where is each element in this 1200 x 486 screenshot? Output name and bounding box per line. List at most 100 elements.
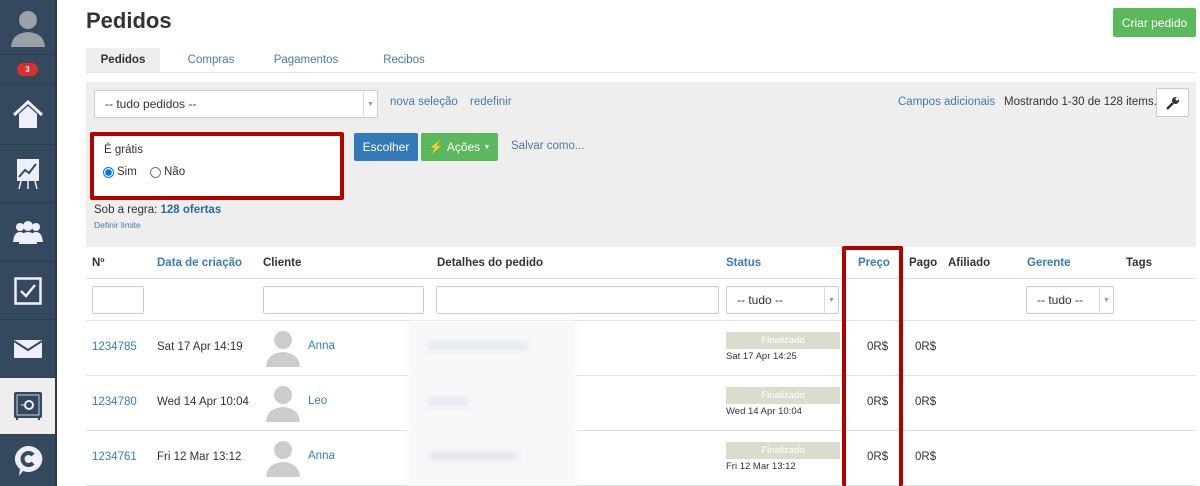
- chevron-down-icon: ▼: [824, 287, 838, 313]
- paid-value: 0R$: [915, 341, 937, 353]
- status-filter-value: -- tudo --: [737, 293, 784, 307]
- actions-label: Ações: [446, 140, 481, 154]
- page-title: Pedidos: [86, 8, 172, 33]
- choose-button[interactable]: Escolher: [354, 133, 418, 161]
- client-avatar-icon: [266, 386, 300, 422]
- divider: [86, 320, 1196, 321]
- sidebar-item-reports[interactable]: [0, 145, 55, 203]
- rule-text: Sob a regra: 128 ofertas: [94, 204, 221, 216]
- new-selection-link[interactable]: nova seleção: [390, 96, 458, 108]
- status-badge: Finalizado: [726, 332, 840, 349]
- col-affiliate: Afiliado: [948, 257, 991, 269]
- checkbox-icon: [13, 276, 42, 305]
- tabs: Pedidos Compras Pagamentos Recibos: [86, 48, 1196, 73]
- option-yes-label: Sim: [117, 166, 137, 178]
- settings-button[interactable]: [1156, 88, 1189, 117]
- order-id-link[interactable]: 1234780: [92, 396, 137, 408]
- client-avatar-icon: [266, 331, 300, 367]
- users-icon: [12, 221, 43, 244]
- chat-icon: [14, 445, 42, 476]
- divider: [86, 375, 1196, 376]
- highlight-box: [90, 132, 344, 200]
- notifications[interactable]: 3: [0, 55, 55, 85]
- showing-count: Mostrando 1-30 de 128 items.: [1004, 96, 1157, 108]
- mail-icon: [13, 339, 42, 358]
- create-order-button[interactable]: Criar pedido: [1113, 8, 1196, 37]
- blurred-order-details: [408, 322, 576, 486]
- status-filter-dropdown[interactable]: -- tudo -- ▼: [726, 286, 839, 314]
- status-badge: Finalizado: [726, 442, 840, 459]
- number-filter-input[interactable]: [92, 286, 144, 314]
- col-manager[interactable]: Gerente: [1027, 257, 1071, 269]
- col-paid: Pago: [909, 257, 938, 269]
- actions-button[interactable]: ⚡ Ações ▼: [421, 133, 498, 161]
- sidebar-item-mail[interactable]: [0, 320, 55, 378]
- price-highlight-box: [842, 246, 903, 486]
- tab-compras[interactable]: Compras: [187, 54, 235, 66]
- tab-pedidos[interactable]: Pedidos: [86, 48, 160, 72]
- paid-value: 0R$: [915, 451, 937, 463]
- col-client: Cliente: [263, 257, 302, 269]
- selection-dropdown[interactable]: -- tudo pedidos -- ▼: [94, 90, 378, 118]
- status-date: Sat 17 Apr 14:25: [726, 351, 797, 362]
- col-created[interactable]: Data de criação: [157, 257, 243, 269]
- option-yes[interactable]: Sim: [103, 166, 137, 178]
- sidebar-item-home[interactable]: [0, 85, 55, 145]
- manager-filter-dropdown[interactable]: -- tudo -- ▼: [1026, 286, 1114, 314]
- tab-recibos[interactable]: Recibos: [383, 54, 425, 66]
- rule-offers-link[interactable]: 128 ofertas: [160, 204, 222, 216]
- rule-label: Sob a regra:: [94, 204, 158, 216]
- manager-filter-value: -- tudo --: [1037, 293, 1084, 307]
- chart-icon: [16, 158, 39, 189]
- client-link[interactable]: Anna: [308, 450, 335, 462]
- status-date: Wed 14 Apr 10:04: [726, 406, 802, 417]
- selection-value: -- tudo pedidos --: [105, 97, 197, 111]
- sidebar-item-tasks[interactable]: [0, 262, 55, 320]
- save-as-link[interactable]: Salvar como...: [511, 140, 585, 152]
- details-filter-input[interactable]: [436, 286, 719, 314]
- set-limit-link[interactable]: Definir limite: [94, 220, 141, 230]
- safe-icon: [13, 392, 42, 420]
- option-no[interactable]: Não: [150, 166, 185, 178]
- reset-link[interactable]: redefinir: [470, 96, 512, 108]
- notification-badge: 3: [17, 63, 38, 76]
- client-filter-input[interactable]: [263, 286, 424, 314]
- free-condition-box: É grátis Sim Não: [94, 135, 340, 198]
- home-icon: [12, 99, 43, 128]
- paid-value: 0R$: [915, 396, 937, 408]
- divider: [86, 430, 1196, 431]
- client-link[interactable]: Leo: [308, 395, 328, 407]
- user-avatar[interactable]: [0, 0, 55, 55]
- col-price[interactable]: Preço: [858, 257, 890, 269]
- col-details: Detalhes do pedido: [437, 257, 544, 269]
- created-date: Wed 14 Apr 10:04: [157, 396, 249, 408]
- col-status[interactable]: Status: [726, 257, 762, 269]
- user-icon: [10, 11, 45, 47]
- status-badge: Finalizado: [726, 387, 840, 404]
- sidebar: 3: [0, 0, 57, 486]
- sidebar-item-contacts[interactable]: [0, 203, 55, 262]
- radio-no[interactable]: [150, 166, 161, 178]
- filter-panel: -- tudo pedidos -- ▼ nova seleção redefin…: [86, 82, 1196, 247]
- sidebar-item-chat[interactable]: [0, 435, 55, 486]
- wrench-icon: [1165, 96, 1179, 110]
- caret-down-icon: ▼: [483, 143, 491, 151]
- condition-label: É grátis: [104, 144, 143, 156]
- col-tags: Tags: [1126, 257, 1152, 269]
- extra-fields-link[interactable]: Campos adicionais: [898, 96, 996, 108]
- option-no-label: Não: [164, 166, 186, 178]
- price-value: 0R$: [867, 341, 889, 353]
- status-date: Fri 12 Mar 13:12: [726, 461, 796, 472]
- col-number: Nº: [92, 257, 105, 269]
- bolt-icon: ⚡: [428, 140, 444, 154]
- client-avatar-icon: [266, 441, 300, 477]
- order-id-link[interactable]: 1234785: [92, 341, 137, 353]
- sidebar-item-safe[interactable]: [0, 378, 55, 435]
- radio-yes[interactable]: [103, 166, 114, 178]
- client-link[interactable]: Anna: [308, 340, 335, 352]
- price-value: 0R$: [867, 451, 889, 463]
- tab-pagamentos[interactable]: Pagamentos: [273, 54, 339, 66]
- divider: [86, 278, 1196, 279]
- created-date: Sat 17 Apr 14:19: [157, 341, 243, 353]
- order-id-link[interactable]: 1234761: [92, 451, 137, 463]
